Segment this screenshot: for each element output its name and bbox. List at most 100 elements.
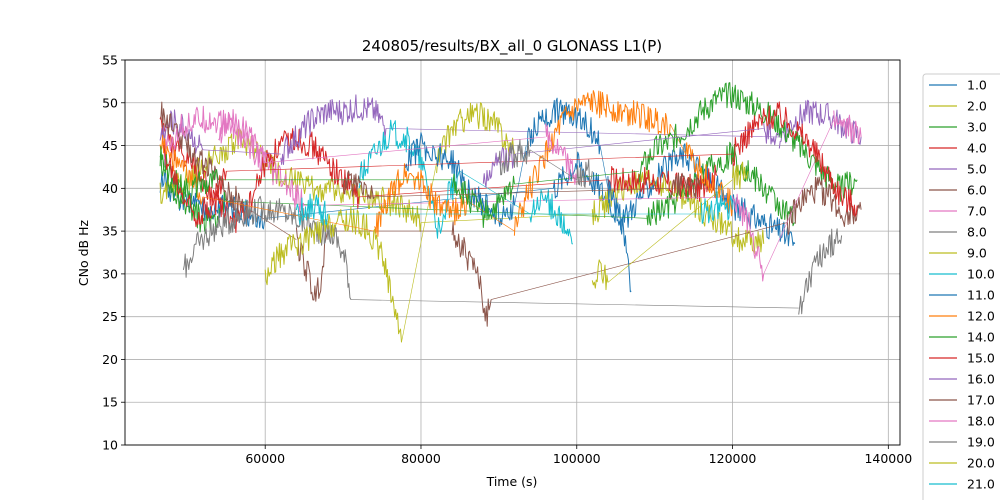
series-connector — [529, 149, 577, 181]
legend-label: 4.0 — [967, 141, 987, 156]
x-tick-label: 60000 — [245, 451, 285, 466]
series-line — [732, 161, 749, 190]
series-8.0 — [182, 195, 843, 315]
series-line — [159, 153, 227, 234]
legend-entry: 16.0 — [929, 372, 995, 387]
series-line — [451, 221, 492, 327]
series-connector — [459, 170, 531, 215]
series-line — [482, 146, 515, 188]
legend-label: 18.0 — [967, 414, 995, 429]
legend-label: 9.0 — [967, 246, 987, 261]
legend-label: 12.0 — [967, 309, 995, 324]
series-line — [159, 101, 251, 219]
series-connector — [763, 119, 835, 275]
series-line — [159, 116, 360, 234]
grid — [125, 59, 900, 446]
legend-label: 2.0 — [967, 99, 987, 114]
series-connector — [304, 196, 733, 206]
legend-entry: 12.0 — [929, 309, 995, 324]
series-lines — [159, 82, 862, 343]
series-line — [280, 94, 387, 165]
y-tick-label: 35 — [102, 224, 118, 239]
series-connector — [385, 128, 780, 138]
series-line — [498, 139, 531, 176]
y-tick-label: 15 — [102, 395, 118, 410]
y-tick-label: 40 — [102, 181, 118, 196]
series-6.0 — [159, 101, 862, 327]
series-line — [700, 191, 733, 224]
legend-label: 6.0 — [967, 183, 987, 198]
legend-entry: 17.0 — [929, 393, 995, 408]
series-line — [529, 189, 573, 245]
y-tick-label: 55 — [102, 53, 118, 68]
series-line — [525, 97, 601, 158]
legend-entry: 2.0 — [929, 99, 987, 114]
x-tick-label: 80000 — [401, 451, 441, 466]
legend-entry: 19.0 — [929, 435, 995, 450]
chart-title: 240805/results/BX_all_0 GLONASS L1(P) — [362, 37, 662, 56]
y-tick-label: 30 — [102, 266, 118, 281]
legend-entry: 5.0 — [929, 162, 987, 177]
series-21.0 — [295, 191, 733, 226]
legend-label: 22.0 — [967, 498, 995, 500]
legend-label: 1.0 — [967, 78, 987, 93]
series-line — [163, 105, 305, 213]
legend-label: 16.0 — [967, 372, 995, 387]
legend-frame — [922, 73, 1000, 500]
legend-entry: 15.0 — [929, 351, 995, 366]
series-line — [159, 146, 219, 202]
y-tick-label: 20 — [102, 352, 118, 367]
series-connector — [599, 145, 609, 189]
legend-entry: 18.0 — [929, 414, 995, 429]
series-connector — [202, 196, 375, 232]
legend-entry: 1.0 — [929, 78, 987, 93]
legend-label: 10.0 — [967, 267, 995, 282]
y-axis-ticks: 10 15 20 25 30 35 40 45 50 55 — [102, 53, 125, 453]
legend-entry: 9.0 — [929, 246, 987, 261]
legend-entry: 11.0 — [929, 288, 995, 303]
legend-entry: 3.0 — [929, 120, 987, 135]
legend-label: 5.0 — [967, 162, 987, 177]
series-line — [576, 159, 593, 188]
series-connector — [202, 149, 281, 155]
series-line — [295, 193, 328, 226]
legend-entry: 7.0 — [929, 204, 987, 219]
legend-label: 17.0 — [967, 393, 995, 408]
legend-entry: 6.0 — [929, 183, 987, 198]
series-line — [786, 176, 862, 236]
legend-entry: 14.0 — [929, 330, 995, 345]
series-line — [342, 170, 375, 200]
series-line — [638, 82, 858, 202]
series-connector — [374, 188, 671, 198]
series-connector — [514, 145, 527, 206]
series-line — [833, 110, 862, 145]
series-16.0 — [482, 122, 780, 188]
series-connector — [607, 179, 733, 283]
series-line — [218, 109, 266, 164]
y-axis-label: CNo dB Hz — [76, 219, 91, 286]
series-line — [182, 195, 352, 300]
legend: 1.0 2.0 3.0 4.0 5.0 6.0 7.0 8.0 9.0 10.0 11.0 12.0 1… — [922, 73, 1000, 500]
x-tick-label: 120000 — [709, 451, 757, 466]
series-line — [732, 101, 858, 217]
series-4.0 — [159, 116, 718, 234]
series-connector — [491, 222, 788, 300]
series-19.0 — [498, 139, 593, 188]
series-line — [732, 193, 765, 282]
series-line — [607, 164, 718, 202]
series-line — [163, 145, 227, 228]
series-connector — [265, 136, 546, 163]
series-7.0 — [163, 105, 862, 282]
legend-entry: 4.0 — [929, 141, 987, 156]
series-line — [669, 172, 702, 200]
legend-entry: 21.0 — [929, 477, 995, 492]
x-tick-label: 140000 — [864, 451, 912, 466]
legend-label: 14.0 — [967, 330, 995, 345]
x-axis-label: Time (s) — [486, 474, 538, 489]
series-20.0 — [591, 161, 749, 291]
plot-area-frame — [124, 59, 901, 446]
legend-label: 21.0 — [967, 477, 995, 492]
series-line — [373, 163, 469, 237]
legend-label: 7.0 — [967, 204, 987, 219]
